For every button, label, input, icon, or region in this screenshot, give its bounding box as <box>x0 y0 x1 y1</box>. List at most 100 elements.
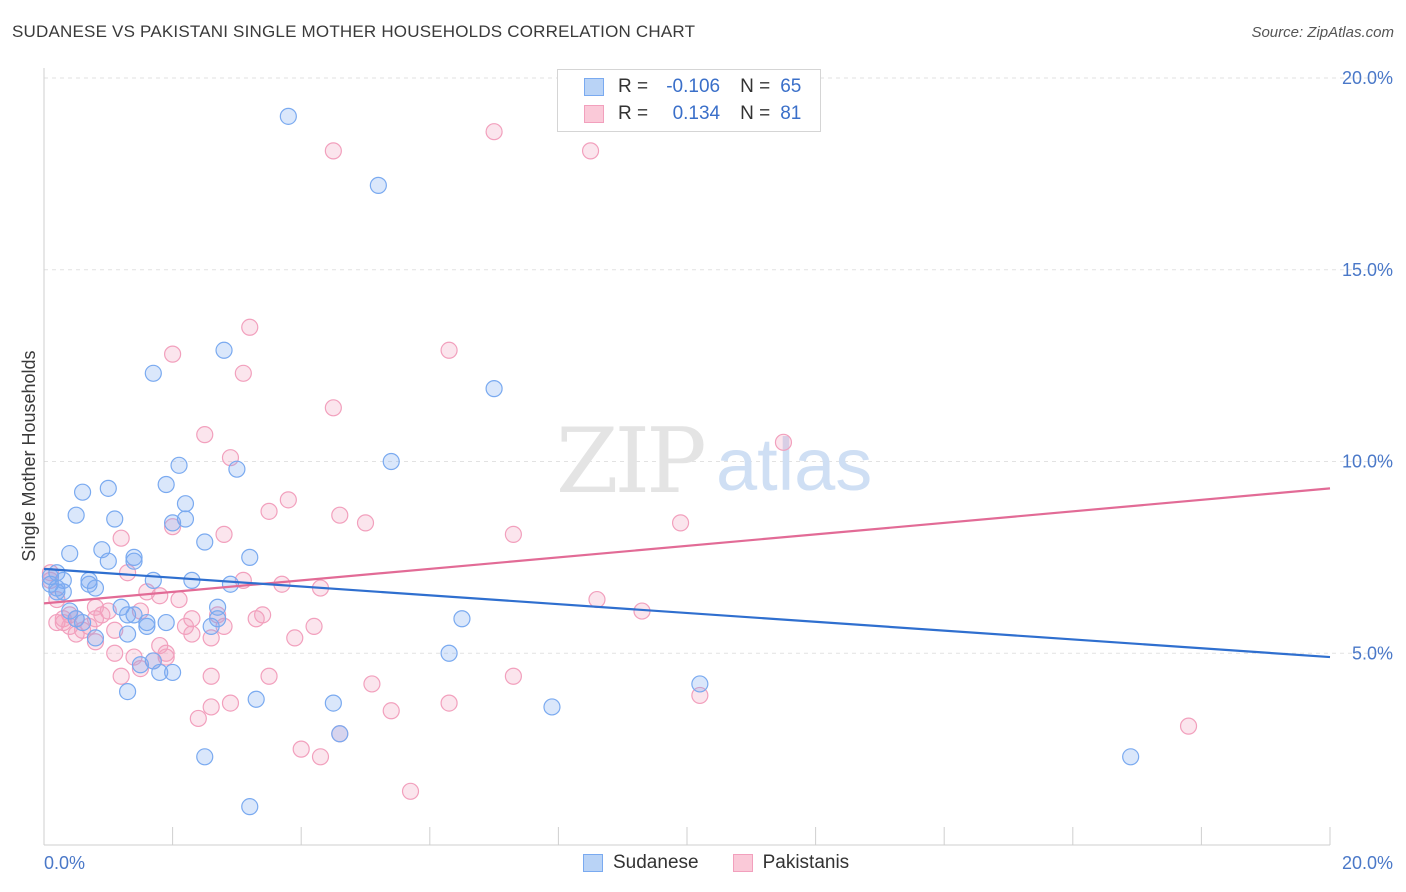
pakistanis-point <box>260 667 278 685</box>
sudanese-point <box>48 579 66 597</box>
legend-pakistanis-label: Pakistanis <box>762 852 850 873</box>
sudanese-point <box>241 798 259 816</box>
pakistanis-point <box>86 633 105 651</box>
sudanese-point <box>67 506 85 524</box>
n-label: N = <box>740 76 771 97</box>
sudanese-point <box>73 613 92 632</box>
pakistanis-swatch <box>732 854 753 872</box>
pakistanis-point <box>170 590 188 609</box>
sudanese-point <box>691 675 709 693</box>
sudanese-point <box>279 107 297 125</box>
sudanese-trend-line <box>43 567 1331 659</box>
sudanese-point <box>125 548 143 566</box>
pakistanis-point <box>189 709 207 728</box>
sudanese-point <box>176 495 195 513</box>
sudanese-point <box>157 475 175 494</box>
tick-labels: 5.0% 10.0% 15.0% 20.0% 0.0% 20.0% <box>44 68 1393 873</box>
pakistanis-point <box>164 345 182 363</box>
pakistanis-point <box>234 364 252 382</box>
sudanese-point <box>170 456 188 474</box>
sudanese-point <box>144 571 162 589</box>
axes <box>43 68 1331 846</box>
sudanese-point <box>86 629 105 647</box>
sudanese-point <box>228 460 246 478</box>
r-value: -0.106 <box>666 76 721 97</box>
legend-row-sudanese: R = -0.106 N = 65 <box>558 74 801 100</box>
sudanese-point <box>118 625 137 643</box>
pakistanis-point <box>157 648 175 666</box>
pakistanis-point <box>183 610 201 628</box>
legend-row-pakistanis: R = 0.134 N = 81 <box>558 101 801 127</box>
sudanese-point <box>324 694 342 712</box>
pakistanis-point <box>440 694 458 712</box>
sudanese-point <box>138 617 156 636</box>
y-tick-label: 5.0% <box>1352 643 1393 663</box>
pakistanis-point <box>254 606 272 624</box>
pakistanis-point <box>292 740 310 758</box>
pakistanis-point <box>196 426 214 444</box>
sudanese-point <box>543 698 561 716</box>
sudanese-point <box>196 533 214 551</box>
sudanese-point <box>157 613 175 632</box>
pakistanis-swatch <box>584 105 604 123</box>
sudanese-point <box>453 610 471 628</box>
sudanese-point <box>369 176 387 194</box>
sudanese-point <box>215 341 233 359</box>
watermark-zip: ZIP <box>556 409 704 514</box>
sudanese-point <box>164 663 182 682</box>
pakistanis-point <box>356 514 375 532</box>
pakistanis-point <box>164 518 182 536</box>
sudanese-point <box>99 552 117 570</box>
sudanese-point <box>164 514 182 532</box>
sudanese-point <box>118 606 137 624</box>
sudanese-points <box>41 107 1140 816</box>
pakistanis-point <box>221 694 240 712</box>
pakistanis-point <box>241 318 259 336</box>
sudanese-point <box>209 610 227 628</box>
sudanese-point <box>73 483 92 501</box>
pakistanis-point <box>401 782 420 800</box>
series-legend: Sudanese Pakistanis <box>583 852 849 874</box>
pakistanis-point <box>581 142 600 160</box>
sudanese-point <box>247 690 265 708</box>
sudanese-point <box>86 579 105 597</box>
sudanese-point <box>1122 748 1140 766</box>
pakistanis-point <box>99 602 117 620</box>
r-label: R = <box>618 103 649 124</box>
pakistanis-point <box>286 629 304 647</box>
sudanese-point <box>99 479 117 497</box>
sudanese-point <box>118 682 137 701</box>
pakistanis-point <box>485 123 503 141</box>
pakistanis-point <box>363 675 381 693</box>
y-tick-label: 20.0% <box>1342 68 1393 88</box>
sudanese-swatch <box>583 854 603 872</box>
n-value: 65 <box>780 76 802 97</box>
sudanese-point <box>138 613 156 632</box>
trend-lines <box>43 487 1331 659</box>
pakistanis-point <box>279 491 297 509</box>
sudanese-point <box>485 380 503 398</box>
source-label: Source: ZipAtlas.com <box>1251 24 1394 41</box>
pakistanis-point <box>215 525 233 543</box>
x-tick-label: 0.0% <box>44 853 85 873</box>
sudanese-point <box>144 364 162 382</box>
n-label: N = <box>740 103 771 124</box>
sudanese-point <box>61 544 79 563</box>
pakistanis-point <box>305 617 323 636</box>
pakistanis-point <box>202 698 220 716</box>
pakistanis-point <box>504 667 522 685</box>
pakistanis-point <box>504 525 522 543</box>
watermark: ZIP atlas <box>556 409 872 514</box>
pakistanis-point <box>112 529 130 547</box>
sudanese-point <box>440 644 458 662</box>
r-value: 0.134 <box>672 103 721 124</box>
sudanese-point <box>196 748 214 766</box>
y-axis-label: Single Mother Households <box>19 350 39 561</box>
watermark-atlas: atlas <box>716 423 872 506</box>
pakistanis-point <box>151 587 169 605</box>
sudanese-point <box>382 452 400 471</box>
sudanese-point <box>331 725 349 743</box>
pakistanis-point <box>112 667 130 685</box>
pakistanis-point <box>382 702 400 720</box>
